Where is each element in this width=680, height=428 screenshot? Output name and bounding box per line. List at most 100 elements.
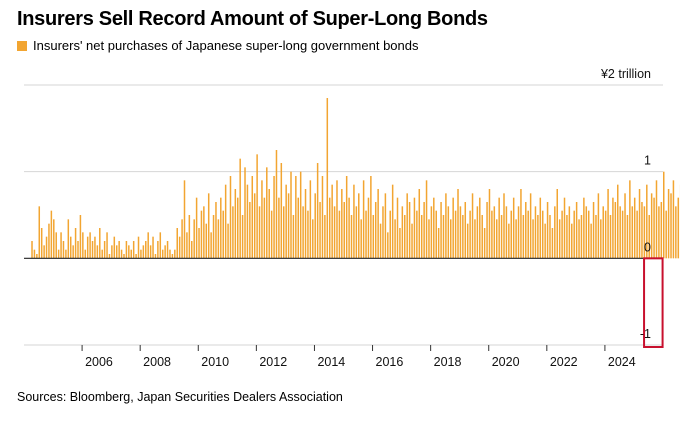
bar (433, 197, 435, 259)
bar (389, 210, 391, 259)
bar (529, 193, 532, 259)
bar (261, 180, 263, 259)
bar (374, 202, 377, 259)
bar (442, 215, 445, 259)
bar (207, 193, 210, 259)
bar (413, 197, 416, 259)
bar (486, 202, 488, 259)
bar (280, 163, 283, 259)
bar (215, 202, 217, 259)
bar (641, 202, 643, 259)
bar (111, 245, 113, 259)
bar (55, 232, 57, 259)
bar (232, 206, 234, 259)
bar (72, 245, 74, 259)
bar (123, 254, 125, 259)
bar (239, 158, 241, 259)
bar (161, 249, 164, 259)
bar (166, 241, 169, 259)
bar (246, 184, 249, 259)
bar (450, 219, 452, 259)
bar (527, 210, 529, 259)
bar (445, 193, 447, 259)
bar (210, 232, 212, 259)
bar (515, 219, 517, 259)
bar (435, 210, 437, 259)
bar (132, 241, 135, 259)
bar (290, 171, 292, 259)
bar (462, 215, 464, 259)
bar (672, 180, 675, 259)
bar (297, 197, 300, 259)
bar (48, 223, 50, 259)
bar (541, 210, 544, 259)
bar (69, 236, 72, 259)
bar (53, 219, 55, 259)
bar (278, 197, 280, 259)
bar (660, 202, 663, 259)
bar (343, 202, 346, 259)
x-tick-label: 2012 (259, 355, 287, 369)
bar (396, 197, 399, 259)
bar (590, 223, 592, 259)
legend-label: Insurers' net purchases of Japanese supe… (33, 38, 419, 53)
bar (62, 241, 65, 259)
bar (495, 219, 498, 259)
bar (287, 193, 290, 259)
bar (621, 210, 624, 259)
bar (578, 219, 580, 259)
x-tick-label: 2014 (317, 355, 345, 369)
bar (217, 219, 220, 259)
bar (191, 241, 193, 259)
bar (135, 254, 137, 259)
bar (157, 241, 159, 259)
bar (631, 206, 634, 259)
bar (597, 193, 600, 259)
bar (663, 171, 665, 259)
bar (466, 223, 469, 259)
bar (324, 215, 326, 259)
bar (244, 167, 246, 259)
bar (178, 236, 181, 259)
bar (493, 206, 496, 259)
bar (520, 189, 522, 259)
bar (186, 232, 188, 259)
bar (234, 189, 237, 259)
bar (120, 249, 123, 259)
bar (263, 197, 266, 259)
x-tick-label: 2020 (492, 355, 520, 369)
bar (273, 176, 275, 259)
bar (624, 193, 626, 259)
y-tick-label: 1 (644, 154, 651, 168)
bar (212, 215, 215, 259)
bar (384, 193, 387, 259)
bar (258, 206, 261, 259)
bar (609, 215, 612, 259)
bar (619, 206, 621, 259)
bar (469, 210, 471, 259)
bar (505, 206, 508, 259)
bar (193, 219, 195, 259)
bar (566, 215, 568, 259)
bar (471, 193, 474, 259)
bar (483, 228, 486, 259)
x-tick-label: 2006 (85, 355, 113, 369)
bar (554, 206, 556, 259)
bar (43, 245, 45, 259)
bar (115, 245, 118, 259)
bar (411, 223, 413, 259)
bar (169, 249, 171, 259)
bar (31, 241, 33, 259)
legend: Insurers' net purchases of Japanese supe… (17, 38, 419, 53)
bar (101, 249, 103, 259)
bar (561, 210, 563, 259)
bar (333, 206, 336, 259)
bar (319, 202, 321, 259)
bar (604, 210, 607, 259)
bar (488, 189, 491, 259)
x-tick-label: 2008 (143, 355, 171, 369)
bar (256, 154, 258, 259)
bar (149, 245, 152, 259)
bar (36, 254, 38, 259)
